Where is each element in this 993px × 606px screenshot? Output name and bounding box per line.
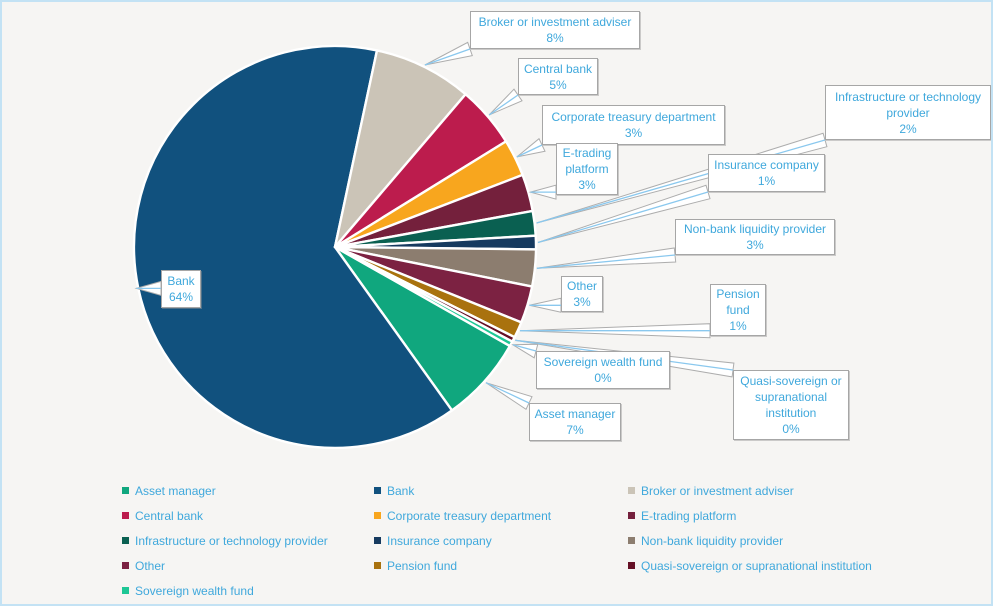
legend-item-insurance-company: Insurance company bbox=[374, 534, 628, 548]
callout-category-text: Corporate treasury department bbox=[551, 110, 716, 124]
callout-category-text: Infrastructure or technology provider bbox=[834, 89, 982, 120]
callout-category-text: Sovereign wealth fund bbox=[543, 355, 663, 369]
leader-line bbox=[537, 191, 709, 244]
callout-pointer bbox=[536, 247, 677, 269]
callout-corporate-treasury-department: Corporate treasury department 3% bbox=[542, 105, 725, 145]
callout-other: Other 3% bbox=[561, 276, 603, 312]
legend-swatch-icon bbox=[122, 512, 129, 519]
legend-label: Insurance company bbox=[387, 533, 492, 548]
callout-percent-text: 3% bbox=[573, 295, 591, 309]
legend-swatch-icon bbox=[628, 562, 635, 569]
callout-asset-manager: Asset manager 7% bbox=[529, 403, 621, 441]
legend-label: E-trading platform bbox=[641, 508, 737, 523]
leader-line bbox=[424, 48, 471, 66]
legend-label: Non-bank liquidity provider bbox=[641, 533, 784, 548]
callout-percent-text: 8% bbox=[546, 31, 564, 45]
legend-swatch-icon bbox=[374, 537, 381, 544]
legend-label: Pension fund bbox=[387, 558, 458, 573]
legend-swatch-icon bbox=[628, 512, 635, 519]
callout-category-text: Quasi-sovereign or supranational institu… bbox=[740, 374, 842, 420]
leader-line bbox=[488, 94, 519, 116]
callout-percent-text: 2% bbox=[899, 121, 917, 136]
callout-category-text: Other bbox=[566, 279, 597, 293]
callout-category-text: Central bank bbox=[523, 61, 593, 76]
legend-label: Asset manager bbox=[135, 483, 216, 498]
callout-percent-text: 1% bbox=[757, 174, 776, 188]
legend-item-other: Other bbox=[122, 559, 374, 573]
legend-label: Broker or investment adviser bbox=[641, 483, 794, 498]
callout-broker-or-investment-adviser: Broker or investment adviser 8% bbox=[470, 11, 640, 49]
callout-category-text: Broker or investment adviser bbox=[478, 15, 632, 29]
callout-infrastructure-or-technology-provider: Infrastructure or technology provider 2% bbox=[825, 85, 991, 140]
pie-slice-sovereign-wealth-fund bbox=[333, 245, 514, 348]
legend-swatch-icon bbox=[374, 487, 381, 494]
pie-slice-broker-or-investment-adviser bbox=[333, 49, 467, 249]
leader-line bbox=[536, 139, 826, 224]
callout-sovereign-wealth-fund: Sovereign wealth fund 0% bbox=[536, 351, 670, 389]
legend-item-asset-manager: Asset manager bbox=[122, 484, 374, 498]
callout-pointer bbox=[516, 137, 546, 158]
legend-item-sovereign-wealth-fund: Sovereign wealth fund bbox=[122, 584, 374, 598]
leader-line bbox=[536, 254, 676, 269]
callout-percent-text: 0% bbox=[594, 371, 612, 385]
callout-percent-text: 3% bbox=[624, 126, 643, 140]
chart-legend: Asset manager Bank Broker or investment … bbox=[122, 478, 872, 603]
legend-label: Sovereign wealth fund bbox=[135, 583, 254, 598]
callout-percent-text: 5% bbox=[549, 77, 567, 92]
callout-category-text: Pension fund bbox=[716, 287, 760, 317]
legend-item-broker-or-investment-adviser: Broker or investment adviser bbox=[628, 484, 872, 498]
callout-percent-text: 64% bbox=[168, 290, 194, 304]
legend-item-central-bank: Central bank bbox=[122, 509, 374, 523]
callout-insurance-company: Insurance company 1% bbox=[708, 154, 825, 192]
legend-swatch-icon bbox=[628, 537, 635, 544]
callout-percent-text: 0% bbox=[782, 422, 800, 436]
legend-swatch-icon bbox=[374, 512, 381, 519]
leader-line bbox=[485, 382, 530, 404]
callout-percent-text: 3% bbox=[578, 178, 596, 192]
legend-item-bank: Bank bbox=[374, 484, 628, 498]
callout-non-bank-liquidity-provider: Non-bank liquidity provider 3% bbox=[675, 219, 835, 255]
callout-category-text: Non-bank liquidity provider bbox=[683, 222, 827, 236]
leader-line bbox=[516, 144, 543, 158]
legend-swatch-icon bbox=[374, 562, 381, 569]
callout-pointer bbox=[424, 41, 473, 66]
legend-item-pension-fund: Pension fund bbox=[374, 559, 628, 573]
callout-quasi-sovereign-or-supranational-institution: Quasi-sovereign or supranational institu… bbox=[733, 370, 849, 440]
legend-swatch-icon bbox=[122, 587, 129, 594]
callout-category-text: E-trading platform bbox=[562, 146, 612, 176]
legend-swatch-icon bbox=[122, 487, 129, 494]
callout-category-text: Bank bbox=[167, 274, 195, 288]
callout-pension-fund: Pension fund 1% bbox=[710, 284, 766, 336]
legend-item-infrastructure-or-technology-provider: Infrastructure or technology provider bbox=[122, 534, 374, 548]
legend-label: Central bank bbox=[135, 508, 204, 523]
legend-item-corporate-treasury-department: Corporate treasury department bbox=[374, 509, 628, 523]
legend-item-quasi-sovereign-or-supranational-institution: Quasi-sovereign or supranational institu… bbox=[628, 559, 872, 573]
legend-label: Other bbox=[135, 558, 166, 573]
legend-label: Corporate treasury department bbox=[387, 508, 552, 523]
legend-swatch-icon bbox=[122, 562, 129, 569]
callout-percent-text: 7% bbox=[566, 423, 584, 437]
callout-bank: Bank 64% bbox=[161, 270, 201, 308]
legend-swatch-icon bbox=[122, 537, 129, 544]
callout-percent-text: 1% bbox=[729, 319, 747, 333]
legend-label: Bank bbox=[387, 483, 415, 498]
legend-label: Infrastructure or technology provider bbox=[135, 533, 328, 548]
callout-central-bank: Central bank 5% bbox=[518, 58, 598, 95]
callout-e-trading-platform: E-trading platform 3% bbox=[556, 143, 618, 195]
callout-pointer bbox=[485, 382, 533, 411]
callout-category-text: Insurance company bbox=[714, 158, 819, 172]
legend-label: Quasi-sovereign or supranational institu… bbox=[641, 558, 872, 573]
leader-line bbox=[512, 344, 537, 352]
callout-percent-text: 3% bbox=[746, 238, 764, 252]
callout-category-text: Asset manager bbox=[534, 407, 616, 421]
legend-item-e-trading-platform: E-trading platform bbox=[628, 509, 872, 523]
legend-item-non-bank-liquidity-provider: Non-bank liquidity provider bbox=[628, 534, 872, 548]
legend-swatch-icon bbox=[628, 487, 635, 494]
